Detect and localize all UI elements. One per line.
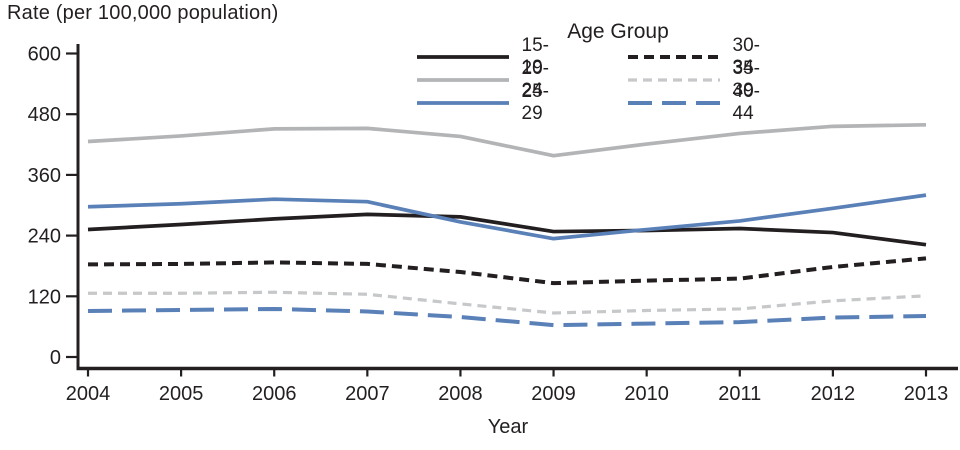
y-tick-label: 480 — [28, 104, 61, 126]
x-tick-label: 2006 — [252, 383, 297, 405]
legend-title: Age Group — [567, 20, 669, 43]
legend-item-40-44: 40-44 — [628, 81, 774, 124]
axes — [76, 44, 958, 371]
y-tick-label: 240 — [28, 226, 61, 248]
legend-item-35-39: 35-39 — [628, 58, 774, 101]
x-tick-label: 2010 — [624, 383, 669, 405]
series-line-25-29 — [87, 193, 927, 241]
legend-swatch-line-icon — [628, 101, 720, 105]
x-tick-label: 2013 — [904, 383, 949, 405]
series-line-40-44 — [87, 306, 927, 328]
x-axis-title: Year — [487, 416, 529, 438]
x-tick-label: 2007 — [345, 383, 390, 405]
legend: Age Group 15-19 20-24 25-29 — [417, 20, 847, 124]
legend-item-30-34: 30-34 — [628, 35, 774, 78]
y-tick-label: 360 — [28, 165, 61, 187]
legend-swatch-line-icon — [628, 55, 720, 59]
legend-label: 35-39 — [732, 58, 760, 101]
legend-label: 20-24 — [521, 58, 549, 101]
x-tick-label: 2005 — [159, 383, 204, 405]
x-tick-label: 2009 — [531, 383, 576, 405]
legend-item-15-19: 15-19 — [417, 35, 563, 78]
y-axis-title: Rate (per 100,000 population) — [7, 2, 279, 24]
legend-label: 25-29 — [521, 81, 549, 124]
legend-item-25-29: 25-29 — [417, 81, 563, 124]
x-tick-label: 2012 — [811, 383, 856, 405]
series-line-15-19 — [87, 212, 927, 247]
series-lines — [87, 122, 927, 328]
y-tick-label: 120 — [28, 286, 61, 308]
x-axis-ticks: 2004 2005 2006 2007 2008 2009 2010 2011 2012 2013 — [66, 368, 949, 405]
y-tick-label: 600 — [28, 44, 61, 66]
legend-label: 30-34 — [732, 35, 760, 78]
legend-swatch-line-icon — [417, 101, 509, 105]
legend-item-20-24: 20-24 — [417, 58, 563, 101]
series-line-35-39 — [88, 290, 927, 315]
legend-swatch-line-icon — [628, 78, 720, 82]
legend-label: 40-44 — [732, 81, 760, 124]
y-tick-label: 0 — [50, 347, 61, 369]
series-line-20-24 — [87, 122, 927, 158]
legend-swatch-line-icon — [417, 55, 509, 59]
legend-swatch-line-icon — [417, 78, 509, 82]
x-tick-label: 2008 — [438, 383, 483, 405]
x-tick-label: 2004 — [66, 383, 111, 405]
x-tick-label: 2011 — [718, 383, 761, 405]
series-line-30-34 — [87, 256, 927, 286]
legend-label: 15-19 — [521, 35, 549, 78]
y-axis-ticks: 0 120 240 360 480 600 — [28, 44, 78, 369]
